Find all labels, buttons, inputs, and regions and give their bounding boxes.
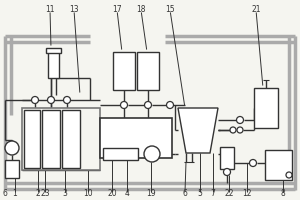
Bar (103, 148, 138, 160)
Text: 6: 6 (183, 190, 188, 198)
Circle shape (144, 146, 160, 162)
Text: 12: 12 (242, 190, 252, 198)
Text: 18: 18 (136, 5, 146, 15)
Circle shape (167, 102, 173, 108)
Text: 22: 22 (224, 190, 234, 198)
Circle shape (230, 127, 236, 133)
Circle shape (47, 97, 55, 104)
Circle shape (236, 116, 244, 123)
Text: 23: 23 (40, 190, 50, 198)
Bar (113, 52, 135, 90)
Text: 10: 10 (83, 190, 93, 198)
Circle shape (121, 102, 128, 108)
Text: 5: 5 (198, 190, 203, 198)
Circle shape (32, 97, 38, 104)
Text: 19: 19 (146, 190, 156, 198)
Circle shape (237, 127, 243, 133)
Text: 3: 3 (63, 190, 68, 198)
Bar (137, 52, 159, 90)
Text: 13: 13 (69, 5, 79, 15)
Bar (100, 118, 172, 158)
Text: 7: 7 (211, 190, 215, 198)
Bar (265, 150, 292, 180)
Polygon shape (178, 108, 218, 153)
Bar (42, 110, 60, 168)
Bar (220, 147, 234, 169)
Text: 21: 21 (251, 5, 261, 15)
Circle shape (5, 141, 19, 155)
Circle shape (64, 97, 70, 104)
Bar (62, 110, 80, 168)
Text: 20: 20 (107, 190, 117, 198)
Text: 6: 6 (3, 190, 8, 198)
Circle shape (286, 172, 292, 178)
Circle shape (250, 160, 256, 166)
Bar (24, 110, 40, 168)
Text: 4: 4 (124, 190, 129, 198)
Text: 2: 2 (36, 190, 40, 198)
Text: 8: 8 (280, 190, 285, 198)
Bar (48, 50, 59, 78)
Bar (5, 160, 19, 178)
Text: 15: 15 (165, 5, 175, 15)
Bar (254, 88, 278, 128)
Text: 17: 17 (112, 5, 122, 15)
Text: 11: 11 (45, 5, 55, 15)
Text: 1: 1 (13, 190, 17, 198)
Circle shape (224, 168, 230, 176)
Circle shape (145, 102, 152, 108)
Bar (22, 108, 100, 170)
Bar (46, 48, 61, 53)
